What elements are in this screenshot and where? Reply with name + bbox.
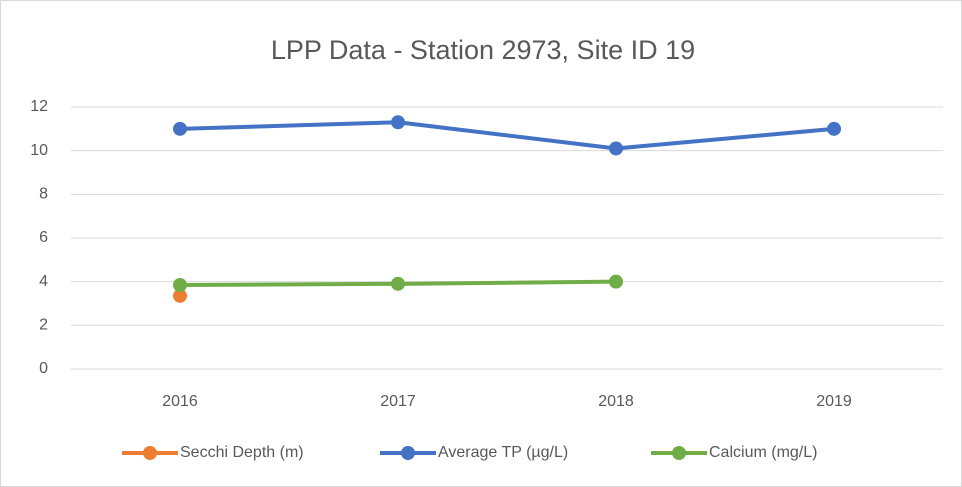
x-tick-label: 2019 (816, 393, 852, 410)
x-tick-label: 2016 (162, 393, 198, 410)
marker (173, 288, 187, 303)
marker (391, 276, 405, 291)
y-tick-label: 8 (39, 186, 48, 203)
y-tick-label: 4 (39, 273, 48, 290)
series-line (179, 120, 835, 151)
x-tick-label: 2017 (380, 393, 416, 410)
marker (391, 115, 405, 130)
marker (173, 277, 187, 292)
legend-label: Average TP (µg/L) (438, 444, 568, 461)
marker (609, 274, 623, 289)
legend-marker (672, 446, 686, 460)
legend-label: Calcium (mg/L) (709, 444, 817, 461)
marker (609, 141, 623, 156)
y-tick-label: 0 (39, 360, 48, 377)
y-tick-label: 10 (30, 142, 48, 159)
legend-marker (143, 446, 157, 460)
chart-title: LPP Data - Station 2973, Site ID 19 (271, 35, 695, 65)
x-tick-label: 2018 (598, 393, 634, 410)
marker (173, 121, 187, 136)
legend-marker (401, 446, 415, 460)
y-tick-label: 12 (30, 98, 48, 115)
marker (827, 121, 841, 136)
y-tick-label: 6 (39, 229, 48, 246)
legend-label: Secchi Depth (m) (180, 444, 304, 461)
y-tick-label: 2 (39, 317, 48, 334)
